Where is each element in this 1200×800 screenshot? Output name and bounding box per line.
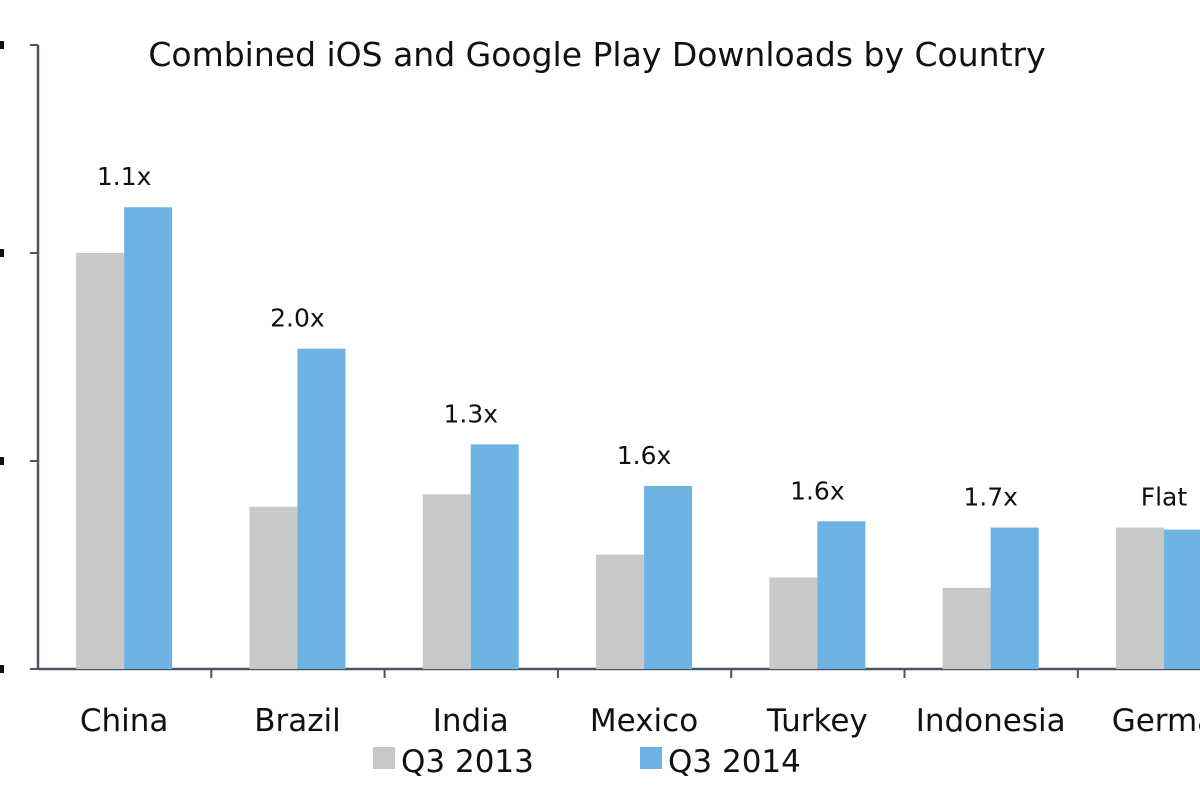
growth-annotation: 1.3x bbox=[443, 399, 498, 428]
bar-q3-2013 bbox=[422, 494, 471, 669]
chart-title: Combined iOS and Google Play Downloads b… bbox=[148, 35, 1045, 74]
bar-q3-2014 bbox=[470, 444, 519, 669]
bar-q3-2014 bbox=[817, 521, 866, 669]
bar-q3-2013 bbox=[942, 587, 991, 669]
bar-q3-2013 bbox=[596, 554, 645, 669]
growth-annotation: 1.7x bbox=[963, 483, 1018, 512]
bar-q3-2013 bbox=[1115, 527, 1164, 669]
bar-q3-2013 bbox=[76, 253, 125, 669]
x-tick-label: Indonesia bbox=[916, 703, 1066, 739]
growth-annotation: Flat bbox=[1141, 483, 1188, 512]
legend-swatch bbox=[373, 747, 395, 769]
legend-label: Q3 2013 bbox=[401, 744, 534, 780]
x-tick-label: Germa bbox=[1112, 703, 1200, 739]
x-tick-label: Turkey bbox=[766, 703, 868, 739]
growth-annotation: 2.0x bbox=[270, 304, 325, 333]
bar-q3-2014 bbox=[297, 348, 346, 669]
growth-annotation: 1.6x bbox=[790, 476, 845, 505]
x-tick-label: China bbox=[80, 703, 169, 739]
x-tick-label: India bbox=[433, 703, 509, 739]
bar-q3-2013 bbox=[769, 577, 818, 669]
y-tick-label-cropped bbox=[0, 249, 4, 257]
bar-q3-2014 bbox=[1163, 529, 1200, 669]
x-tick-label: Mexico bbox=[590, 703, 698, 739]
y-tick-label-cropped bbox=[0, 457, 4, 465]
bar-q3-2014 bbox=[990, 527, 1039, 669]
legend-label: Q3 2014 bbox=[668, 744, 801, 780]
growth-annotation: 1.1x bbox=[97, 162, 152, 191]
y-tick-label-cropped bbox=[0, 41, 4, 49]
growth-annotation: 1.6x bbox=[617, 441, 672, 470]
bar-q3-2013 bbox=[249, 506, 298, 669]
x-tick-label: Brazil bbox=[254, 703, 341, 739]
y-tick-label-cropped bbox=[0, 665, 4, 673]
bar-q3-2014 bbox=[644, 485, 693, 669]
bar-q3-2014 bbox=[124, 207, 173, 670]
legend-swatch bbox=[640, 747, 662, 769]
